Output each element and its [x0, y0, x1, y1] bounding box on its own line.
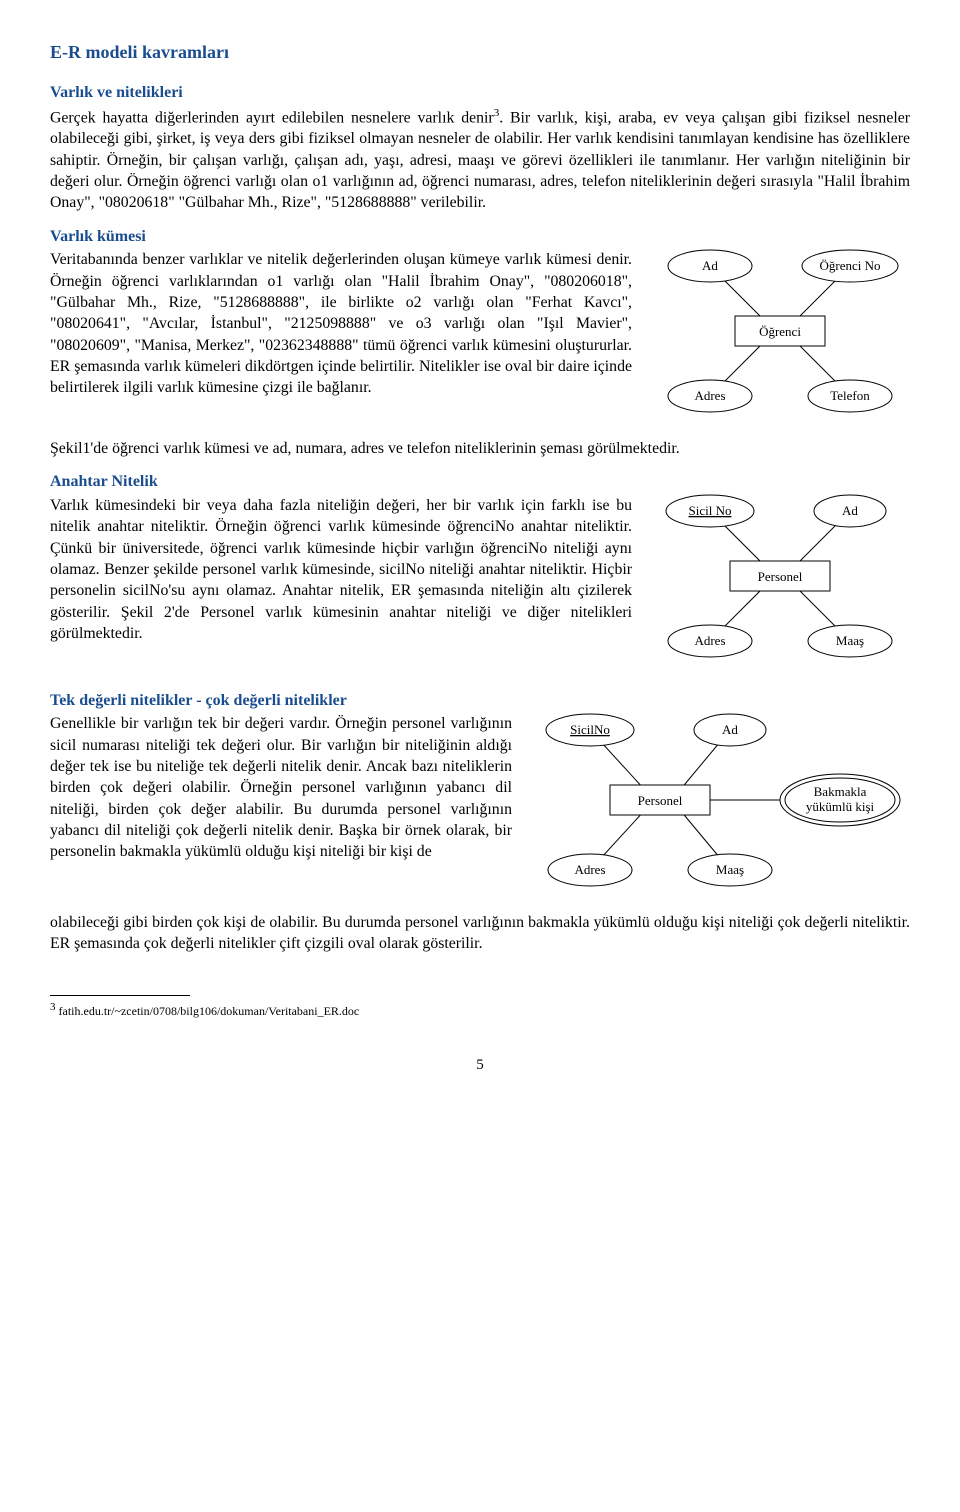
sec4-para-wrap: Genellikle bir varlığın tek bir değeri v…: [50, 713, 512, 862]
sec2-heading: Varlık kümesi: [50, 226, 632, 248]
sec1-para: Gerçek hayatta diğerlerinden ayırt edile…: [50, 106, 910, 214]
d1-attr-ad: Ad: [702, 258, 718, 273]
sec2-para-wrap: Veritabanında benzer varlıklar ve niteli…: [50, 249, 632, 398]
d3-attr-multi-l1: Bakmakla: [814, 784, 867, 799]
sec4-heading: Tek değerli nitelikler - çok değerli nit…: [50, 690, 512, 712]
diagram-personel-key: Sicil No Ad Personel Adres Maaş: [650, 471, 910, 677]
d3-attr-multi-l2: yükümlü kişi: [806, 799, 875, 814]
footnote-text: fatih.edu.tr/~zcetin/0708/bilg106/dokuma…: [56, 1004, 360, 1018]
d3-attr-sicilno: SicilNo: [570, 722, 610, 737]
diagram-personel-multi: SicilNo Ad Personel Adres Maaş Bakmakla …: [530, 690, 910, 906]
sec4-para-after: olabileceği gibi birden çok kişi de olab…: [50, 912, 910, 955]
d3-attr-ad: Ad: [722, 722, 738, 737]
d1-entity-label: Öğrenci: [759, 324, 801, 339]
sec2-para-after: Şekil1'de öğrenci varlık kümesi ve ad, n…: [50, 438, 910, 459]
d3-attr-maas: Maaş: [716, 862, 744, 877]
d1-attr-telefon: Telefon: [830, 388, 870, 403]
d2-attr-adres: Adres: [694, 633, 725, 648]
d3-entity-label: Personel: [638, 793, 683, 808]
page-title: E-R modeli kavramları: [50, 40, 910, 64]
sec1-para-lead: Gerçek hayatta diğerlerinden ayırt edile…: [50, 109, 494, 126]
footnote-3: 3 fatih.edu.tr/~zcetin/0708/bilg106/doku…: [50, 1000, 910, 1019]
footnote-separator: [50, 995, 190, 996]
d1-attr-adres: Adres: [694, 388, 725, 403]
sec3-heading: Anahtar Nitelik: [50, 471, 632, 493]
d3-attr-adres: Adres: [574, 862, 605, 877]
d2-attr-maas: Maaş: [836, 633, 864, 648]
diagram-ogrenci: Ad Öğrenci No Öğrenci Adres Telefon: [650, 226, 910, 432]
d2-attr-ad: Ad: [842, 503, 858, 518]
page-number: 5: [50, 1055, 910, 1075]
sec3-para-wrap: Varlık kümesindeki bir veya daha fazla n…: [50, 495, 632, 644]
d2-entity-label: Personel: [758, 569, 803, 584]
sec1-heading: Varlık ve nitelikleri: [50, 82, 910, 104]
d1-attr-ogrencino: Öğrenci No: [819, 258, 880, 273]
d2-attr-sicilno: Sicil No: [689, 503, 732, 518]
